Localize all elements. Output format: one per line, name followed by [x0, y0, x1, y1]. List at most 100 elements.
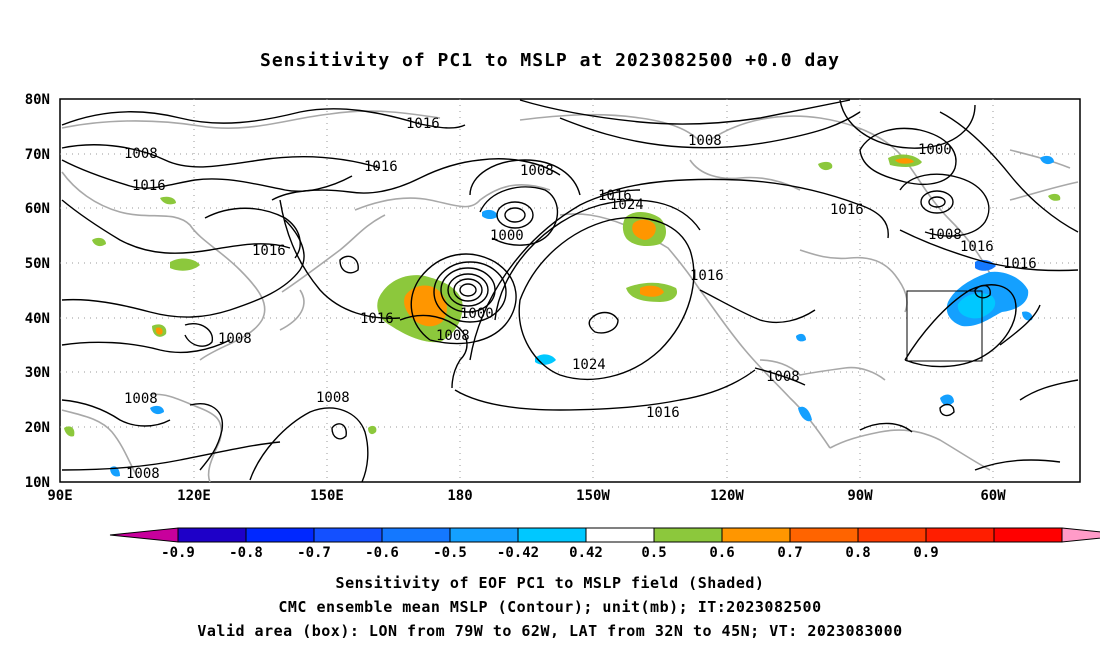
contour-label: 1008 — [688, 133, 722, 149]
contour-label: 1016 — [406, 116, 440, 132]
positive-patch-asia-3 — [92, 237, 106, 247]
colorbar-segment — [517, 527, 587, 543]
colorbar-label: 0.9 — [913, 545, 938, 561]
lon-label: 180 — [447, 488, 472, 504]
map-title: Sensitivity of PC1 to MSLP at 2023082500… — [259, 50, 840, 71]
colorbar-label: -0.6 — [365, 545, 399, 561]
grid-lines — [60, 99, 1080, 482]
colorbar-segment — [925, 527, 995, 543]
contour-label: 1000 — [460, 306, 494, 322]
caption-line-2: CMC ensemble mean MSLP (Contour); unit(m… — [278, 598, 822, 616]
colorbar-segment — [653, 527, 723, 543]
mslp-contours — [61, 99, 1079, 483]
positive-patch-nw-america-core — [640, 285, 664, 297]
lat-label: 50N — [25, 256, 50, 272]
contour-label-group: 1016 1008 1016 1016 1008 1016 1024 1000 … — [124, 116, 1037, 421]
lon-label: 150E — [310, 488, 344, 504]
lon-label: 60W — [980, 488, 1006, 504]
contour-label: 1016 — [690, 268, 724, 284]
contour-label: 1008 — [218, 331, 252, 347]
contour-label: 1008 — [766, 369, 800, 385]
lat-label: 60N — [25, 201, 50, 217]
contour-label: 1008 — [436, 328, 470, 344]
negative-patch-atlantic-east — [1022, 311, 1033, 321]
contour-label: 1000 — [918, 142, 952, 158]
contour-label: 1016 — [1003, 256, 1037, 272]
caption-line-3: Valid area (box): LON from 79W to 62W, L… — [197, 622, 903, 640]
contour-label: 1008 — [928, 227, 962, 243]
colorbar-label: -0.42 — [497, 545, 539, 561]
colorbar-arrow-high — [1061, 527, 1100, 543]
lon-axis-labels: 90E 120E 150E 180 150W 120W 90W 60W — [47, 488, 1006, 504]
negative-patch-bering — [482, 209, 498, 219]
contour-label: 1008 — [316, 390, 350, 406]
lat-label: 80N — [25, 92, 50, 108]
colorbar-segment — [585, 527, 655, 543]
lat-label: 40N — [25, 311, 50, 327]
colorbar-segment — [857, 527, 927, 543]
colorbar-segment — [721, 527, 791, 543]
contour-label: 1016 — [360, 311, 394, 327]
positive-patch-pacific-small — [368, 425, 377, 435]
lon-label: 120W — [710, 488, 744, 504]
positive-patch-gulf-alaska-core — [632, 219, 656, 240]
colorbar-label: 0.42 — [569, 545, 603, 561]
colorbar-segment — [245, 527, 315, 543]
colorbar: -0.9 -0.8 -0.7 -0.6 -0.5 -0.42 0.42 0.5 … — [109, 527, 1100, 561]
colorbar-segment — [177, 527, 247, 543]
colorbar-segment — [993, 527, 1063, 543]
contour-label: 1016 — [960, 239, 994, 255]
contour-label: 1016 — [364, 159, 398, 175]
colorbar-segment — [789, 527, 859, 543]
negative-patch-gulf — [798, 406, 812, 422]
colorbar-label: 0.8 — [845, 545, 870, 561]
positive-patch-asia-1 — [170, 258, 200, 271]
lon-label: 90E — [47, 488, 72, 504]
lat-label: 30N — [25, 365, 50, 381]
colorbar-label: -0.9 — [161, 545, 195, 561]
colorbar-label: 0.7 — [777, 545, 802, 561]
colorbar-label: -0.5 — [433, 545, 467, 561]
negative-patch-caribbean — [940, 394, 954, 406]
colorbar-segment — [381, 527, 451, 543]
lat-label: 70N — [25, 147, 50, 163]
valid-area-box — [906, 290, 983, 362]
mslp-sensitivity-map: 1016 1008 1016 1016 1008 1016 1024 1000 … — [25, 92, 1081, 504]
contour-label: 1024 — [610, 197, 644, 213]
colorbar-label: -0.7 — [297, 545, 331, 561]
colorbar-segment — [449, 527, 519, 543]
colorbar-segments — [109, 527, 1100, 543]
contour-label: 1016 — [830, 202, 864, 218]
negative-patch-asia-1 — [150, 405, 164, 415]
contour-label: 1016 — [132, 178, 166, 194]
positive-patch-asia-5 — [64, 426, 75, 437]
contour-label: 1024 — [572, 357, 606, 373]
positive-patch-greenland-core — [895, 158, 914, 164]
contour-label: 1016 — [598, 188, 632, 204]
colorbar-label: -0.8 — [229, 545, 263, 561]
contour-label: 1008 — [520, 163, 554, 179]
contour-label: 1016 — [252, 243, 286, 259]
positive-patch-atlantic-1 — [818, 161, 833, 171]
lon-label: 150W — [576, 488, 610, 504]
colorbar-segment — [313, 527, 383, 543]
colorbar-label: 0.5 — [641, 545, 666, 561]
positive-patch-asia-2-core — [155, 327, 163, 335]
lat-label: 10N — [25, 475, 50, 491]
lon-label: 120E — [177, 488, 211, 504]
negative-patch-atlantic-core — [957, 293, 996, 319]
contour-label: 1008 — [126, 466, 160, 482]
colorbar-arrow-low — [109, 527, 179, 543]
negative-patch-east-pacific — [796, 333, 806, 342]
colorbar-label: 0.6 — [709, 545, 734, 561]
lon-label: 90W — [847, 488, 873, 504]
lat-axis-labels: 80N 70N 60N 50N 40N 30N 20N 10N — [25, 92, 50, 491]
negative-patch-north-atlantic — [1040, 155, 1054, 165]
contour-label: 1008 — [124, 391, 158, 407]
positive-patch-atlantic-2 — [1048, 193, 1061, 201]
positive-patch-asia-4 — [160, 196, 176, 205]
contour-label: 1008 — [124, 146, 158, 162]
contour-label: 1016 — [646, 405, 680, 421]
caption-line-1: Sensitivity of EOF PC1 to MSLP field (Sh… — [335, 574, 765, 592]
lat-label: 20N — [25, 420, 50, 436]
